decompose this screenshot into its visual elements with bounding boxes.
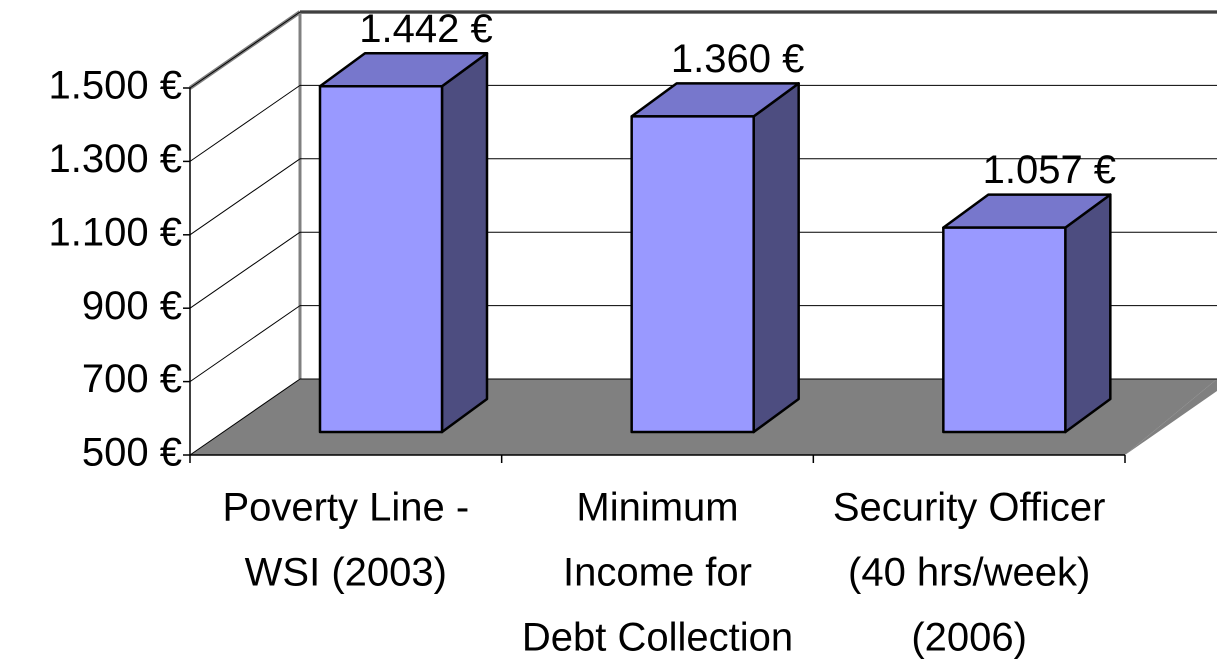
grid-line: [189, 305, 301, 383]
grid-line: [189, 158, 301, 236]
y-tick-label: 700 €: [82, 357, 182, 401]
y-tick-label: 1.300 €: [49, 137, 182, 181]
x-tick-label: Income for: [563, 551, 752, 595]
value-label: 1.057 €: [983, 148, 1116, 192]
floor-right: [1125, 379, 1217, 455]
x-tick-label: Security Officer: [833, 486, 1106, 530]
x-tick-label: Poverty Line -: [222, 486, 469, 530]
x-tick-label: WSI (2003): [245, 551, 447, 595]
bar-side: [752, 82, 800, 434]
bar-side: [1064, 193, 1112, 434]
grid-line: [189, 11, 301, 89]
value-label: 1.442 €: [359, 7, 492, 51]
y-tick-label: 1.100 €: [49, 210, 182, 254]
y-tick-label: 900 €: [82, 284, 182, 328]
x-tick-label: Minimum: [576, 486, 738, 530]
grid-line: [189, 84, 301, 162]
bar-side: [440, 52, 489, 434]
value-label: 1.360 €: [671, 37, 804, 81]
y-tick-label: 500 €: [82, 431, 182, 475]
x-tick-label: (2006): [911, 616, 1027, 659]
bar: [318, 85, 444, 434]
x-tick-label: (40 hrs/week): [848, 551, 1090, 595]
grid-line: [189, 378, 301, 456]
grid-line: [189, 231, 301, 309]
bar: [630, 115, 755, 434]
bar: [942, 226, 1067, 434]
y-tick-label: 1.500 €: [49, 64, 182, 108]
x-tick-label: Debt Collection: [522, 616, 793, 659]
